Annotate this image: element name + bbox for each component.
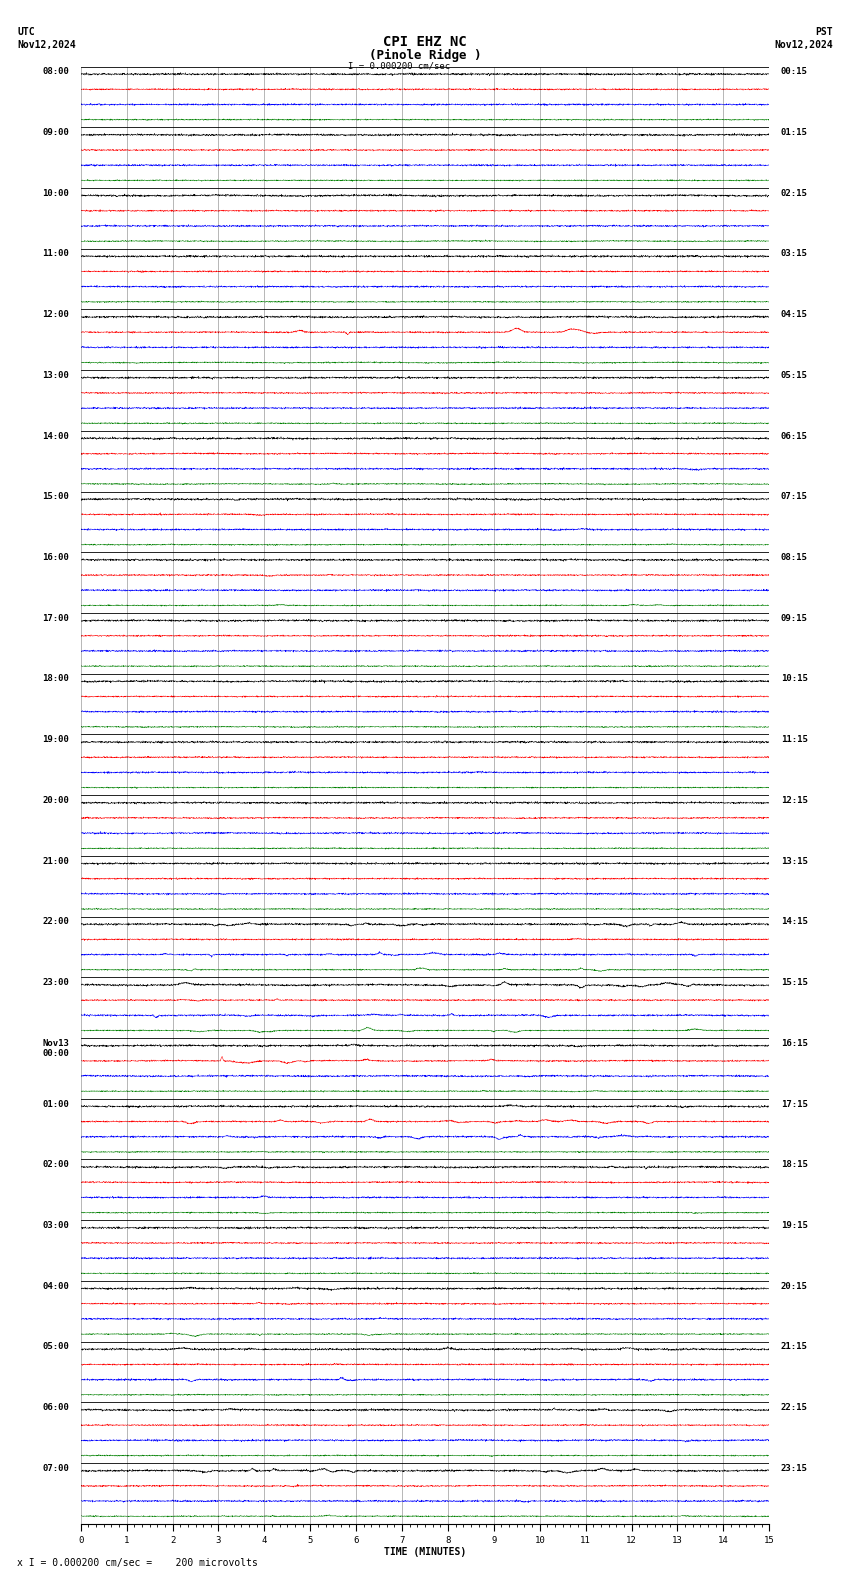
Text: 05:00: 05:00: [42, 1342, 70, 1351]
Text: 21:00: 21:00: [42, 857, 70, 865]
Text: x I = 0.000200 cm/sec =    200 microvolts: x I = 0.000200 cm/sec = 200 microvolts: [17, 1559, 258, 1568]
Text: 02:15: 02:15: [780, 188, 808, 198]
Text: 22:15: 22:15: [780, 1403, 808, 1411]
Text: 09:00: 09:00: [42, 128, 70, 136]
Text: 12:15: 12:15: [780, 795, 808, 805]
Text: 12:00: 12:00: [42, 310, 70, 318]
Text: 09:15: 09:15: [780, 613, 808, 623]
Text: Nov13
00:00: Nov13 00:00: [42, 1039, 70, 1058]
Text: 08:15: 08:15: [780, 553, 808, 562]
Text: 14:15: 14:15: [780, 917, 808, 927]
Text: 00:15: 00:15: [780, 67, 808, 76]
Text: 18:15: 18:15: [780, 1159, 808, 1169]
Text: CPI EHZ NC: CPI EHZ NC: [383, 35, 467, 49]
Text: 23:15: 23:15: [780, 1464, 808, 1473]
Text: 15:15: 15:15: [780, 977, 808, 987]
Text: 02:00: 02:00: [42, 1159, 70, 1169]
Text: 16:15: 16:15: [780, 1039, 808, 1047]
Text: I = 0.000200 cm/sec: I = 0.000200 cm/sec: [348, 62, 451, 71]
Text: 07:00: 07:00: [42, 1464, 70, 1473]
Text: 20:00: 20:00: [42, 795, 70, 805]
Text: PST: PST: [815, 27, 833, 36]
Text: Nov12,2024: Nov12,2024: [17, 40, 76, 49]
Text: 07:15: 07:15: [780, 493, 808, 501]
Text: 19:15: 19:15: [780, 1221, 808, 1229]
X-axis label: TIME (MINUTES): TIME (MINUTES): [384, 1548, 466, 1557]
Text: 15:00: 15:00: [42, 493, 70, 501]
Text: 06:00: 06:00: [42, 1403, 70, 1411]
Text: 01:00: 01:00: [42, 1099, 70, 1109]
Text: 03:15: 03:15: [780, 249, 808, 258]
Text: 04:00: 04:00: [42, 1281, 70, 1291]
Text: 10:00: 10:00: [42, 188, 70, 198]
Text: 01:15: 01:15: [780, 128, 808, 136]
Text: 14:00: 14:00: [42, 431, 70, 440]
Text: 20:15: 20:15: [780, 1281, 808, 1291]
Text: 04:15: 04:15: [780, 310, 808, 318]
Text: 16:00: 16:00: [42, 553, 70, 562]
Text: 23:00: 23:00: [42, 977, 70, 987]
Text: Nov12,2024: Nov12,2024: [774, 40, 833, 49]
Text: 13:15: 13:15: [780, 857, 808, 865]
Text: 17:15: 17:15: [780, 1099, 808, 1109]
Text: 05:15: 05:15: [780, 371, 808, 380]
Text: 19:00: 19:00: [42, 735, 70, 744]
Text: 03:00: 03:00: [42, 1221, 70, 1229]
Text: (Pinole Ridge ): (Pinole Ridge ): [369, 49, 481, 62]
Text: UTC: UTC: [17, 27, 35, 36]
Text: 17:00: 17:00: [42, 613, 70, 623]
Text: 08:00: 08:00: [42, 67, 70, 76]
Text: 11:15: 11:15: [780, 735, 808, 744]
Text: 06:15: 06:15: [780, 431, 808, 440]
Text: 10:15: 10:15: [780, 675, 808, 683]
Text: 11:00: 11:00: [42, 249, 70, 258]
Text: 18:00: 18:00: [42, 675, 70, 683]
Text: 21:15: 21:15: [780, 1342, 808, 1351]
Text: 22:00: 22:00: [42, 917, 70, 927]
Text: 13:00: 13:00: [42, 371, 70, 380]
